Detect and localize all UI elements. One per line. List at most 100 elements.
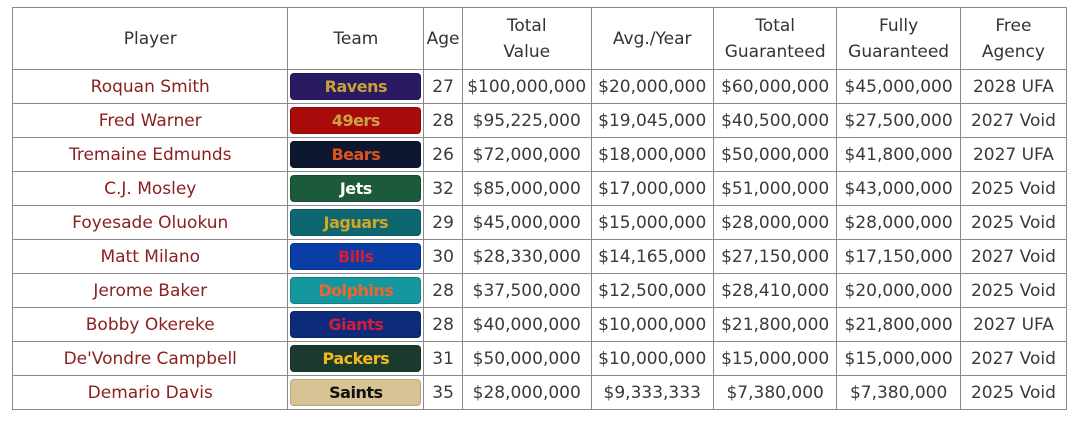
fully-guaranteed-cell: $41,800,000 [836,137,961,172]
avg-year-cell: $20,000,000 [590,69,714,104]
total-value-cell: $28,000,000 [461,375,592,410]
team-cell: Ravens [287,69,425,104]
free-agency-cell: 2025 Void [959,273,1068,308]
fully-guaranteed-cell: $7,380,000 [836,375,961,410]
table-row: Bobby Okereke Giants 28 $40,000,000 $10,000,… [11,307,1068,342]
team-badge: Saints [290,379,422,406]
team-cell: Dolphins [287,273,425,308]
team-badge: Ravens [290,73,422,100]
total-guaranteed-cell: $27,150,000 [712,239,838,274]
total-value-cell: $40,000,000 [461,307,592,342]
header-total-value: Total Value [461,7,592,70]
fully-guaranteed-cell: $43,000,000 [836,171,961,206]
avg-year-cell: $9,333,333 [590,375,714,410]
team-cell: Bears [287,137,425,172]
free-agency-cell: 2025 Void [959,375,1068,410]
table-row: Demario Davis Saints 35 $28,000,000 $9,333,3… [11,375,1068,410]
team-cell: Bills [287,239,425,274]
table-row: Tremaine Edmunds Bears 26 $72,000,000 $18,00… [11,137,1068,172]
fully-guaranteed-cell: $21,800,000 [836,307,961,342]
fully-guaranteed-cell: $20,000,000 [836,273,961,308]
header-free-agency: Free Agency [959,7,1068,70]
header-player: Player [11,7,289,70]
table-row: Jerome Baker Dolphins 28 $37,500,000 $12,500… [11,273,1068,308]
total-value-cell: $50,000,000 [461,341,592,376]
total-value-cell: $28,330,000 [461,239,592,274]
player-cell: Fred Warner [11,103,289,138]
table-row: Roquan Smith Ravens 27 $100,000,000 $20,000,… [11,69,1068,104]
avg-year-cell: $12,500,000 [590,273,714,308]
avg-year-cell: $19,045,000 [590,103,714,138]
avg-year-cell: $10,000,000 [590,341,714,376]
header-fully-guaranteed: Fully Guaranteed [836,7,961,70]
table-body: Roquan Smith Ravens 27 $100,000,000 $20,000,… [11,69,1068,410]
total-guaranteed-cell: $28,000,000 [712,205,838,240]
team-badge: Jaguars [290,209,422,236]
total-value-cell: $95,225,000 [461,103,592,138]
free-agency-cell: 2025 Void [959,205,1068,240]
avg-year-cell: $18,000,000 [590,137,714,172]
free-agency-cell: 2027 Void [959,341,1068,376]
age-cell: 30 [423,239,463,274]
fully-guaranteed-cell: $28,000,000 [836,205,961,240]
player-cell: Roquan Smith [11,69,289,104]
header-team: Team [287,7,425,70]
table-row: Foyesade Oluokun Jaguars 29 $45,000,000 $15,… [11,205,1068,240]
total-value-cell: $45,000,000 [461,205,592,240]
total-guaranteed-cell: $51,000,000 [712,171,838,206]
fully-guaranteed-cell: $17,150,000 [836,239,961,274]
free-agency-cell: 2028 UFA [959,69,1068,104]
team-badge: Giants [290,311,422,338]
header-avg-year: Avg./Year [590,7,714,70]
team-badge: Dolphins [290,277,422,304]
total-guaranteed-cell: $60,000,000 [712,69,838,104]
age-cell: 27 [423,69,463,104]
age-cell: 31 [423,341,463,376]
player-cell: Foyesade Oluokun [11,205,289,240]
team-cell: Jets [287,171,425,206]
total-value-cell: $72,000,000 [461,137,592,172]
team-cell: Giants [287,307,425,342]
avg-year-cell: $15,000,000 [590,205,714,240]
team-cell: Jaguars [287,205,425,240]
total-guaranteed-cell: $28,410,000 [712,273,838,308]
fully-guaranteed-cell: $45,000,000 [836,69,961,104]
total-guaranteed-cell: $50,000,000 [712,137,838,172]
table-row: Matt Milano Bills 30 $28,330,000 $14,165,000… [11,239,1068,274]
team-badge: Bears [290,141,422,168]
team-cell: Saints [287,375,425,410]
total-guaranteed-cell: $7,380,000 [712,375,838,410]
age-cell: 28 [423,103,463,138]
team-badge: Bills [290,243,422,270]
free-agency-cell: 2027 Void [959,103,1068,138]
avg-year-cell: $14,165,000 [590,239,714,274]
age-cell: 26 [423,137,463,172]
age-cell: 28 [423,307,463,342]
fully-guaranteed-cell: $27,500,000 [836,103,961,138]
player-cell: Tremaine Edmunds [11,137,289,172]
header-age: Age [423,7,463,70]
total-guaranteed-cell: $40,500,000 [712,103,838,138]
player-cell: De'Vondre Campbell [11,341,289,376]
total-guaranteed-cell: $15,000,000 [712,341,838,376]
player-cell: Demario Davis [11,375,289,410]
header-total-guaranteed: Total Guaranteed [712,7,838,70]
table-row: Fred Warner 49ers 28 $95,225,000 $19,045,000… [11,103,1068,138]
team-cell: Packers [287,341,425,376]
age-cell: 32 [423,171,463,206]
contracts-table: Player Team Age Total Value Avg./Year Tot… [11,7,1068,410]
free-agency-cell: 2025 Void [959,171,1068,206]
table-row: C.J. Mosley Jets 32 $85,000,000 $17,000,000 $… [11,171,1068,206]
fully-guaranteed-cell: $15,000,000 [836,341,961,376]
table-row: De'Vondre Campbell Packers 31 $50,000,000 $1… [11,341,1068,376]
total-guaranteed-cell: $21,800,000 [712,307,838,342]
free-agency-cell: 2027 UFA [959,307,1068,342]
avg-year-cell: $10,000,000 [590,307,714,342]
avg-year-cell: $17,000,000 [590,171,714,206]
age-cell: 35 [423,375,463,410]
team-badge: 49ers [290,107,422,134]
player-cell: Bobby Okereke [11,307,289,342]
free-agency-cell: 2027 Void [959,239,1068,274]
total-value-cell: $100,000,000 [461,69,592,104]
total-value-cell: $37,500,000 [461,273,592,308]
